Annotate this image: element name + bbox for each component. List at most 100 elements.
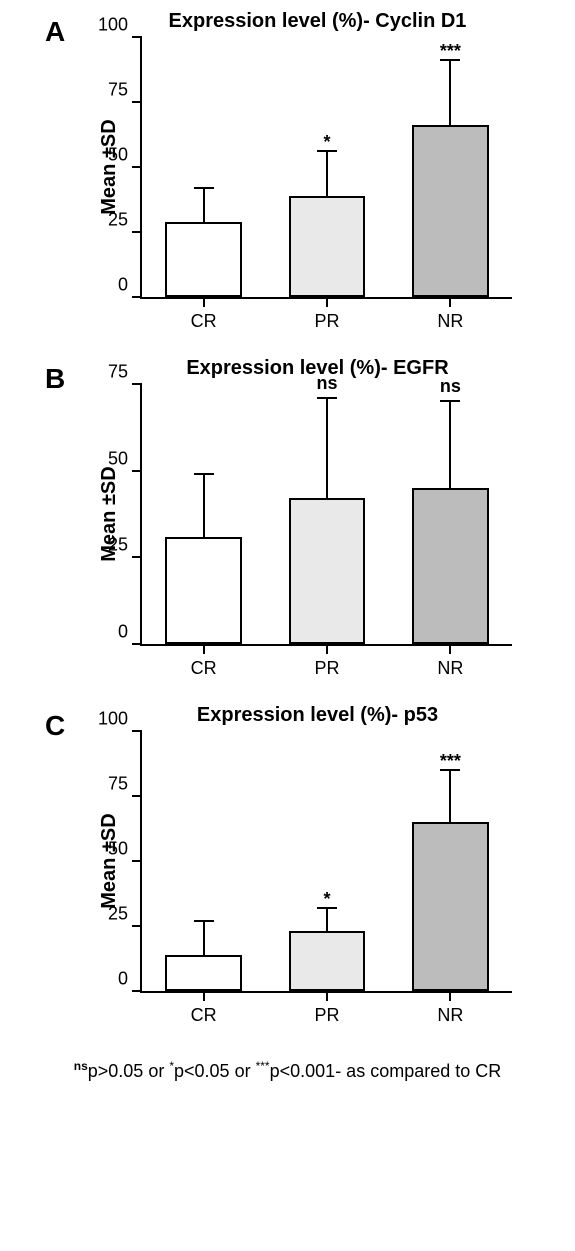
y-tick-label: 100 [98,15,128,36]
y-tick-label: 0 [118,275,128,296]
x-tick [449,644,451,654]
footnote-star3-text: p<0.001 [270,1061,336,1081]
y-tick-label: 25 [108,535,128,556]
x-tick [203,644,205,654]
error-bar [449,401,451,488]
y-axis-label: Mean ±SD [98,119,121,214]
footnote-ns-text: p>0.05 [88,1061,144,1081]
bar-cr [165,537,241,644]
x-tick-label: PR [314,311,339,332]
y-tick [132,166,142,168]
significance-label: * [323,132,330,153]
y-tick-label: 75 [108,774,128,795]
footnote-ns-label: ns [74,1059,88,1073]
y-tick-label: 50 [108,145,128,166]
x-tick-label: CR [191,311,217,332]
chart-area-c: Mean ±SD0255075100CR*PR***NR [140,731,510,993]
significance-label: *** [440,41,461,62]
significance-label: ns [316,373,337,394]
y-tick [132,36,142,38]
error-bar [326,908,328,931]
chart-title-c: Expression level (%)- p53 [60,704,575,727]
plot-b: Mean ±SD0255075CRnsPRnsNR [140,384,512,646]
y-tick-label: 100 [98,709,128,730]
error-bar [203,188,205,222]
x-tick-label: PR [314,658,339,679]
panel-letter-a: A [45,16,65,48]
error-bar [449,770,451,822]
y-tick [132,231,142,233]
panel-letter-c: C [45,710,65,742]
plot-a: Mean ±SD0255075100CR*PR***NR [140,37,512,299]
y-tick [132,860,142,862]
plot-c: Mean ±SD0255075100CR*PR***NR [140,731,512,993]
y-tick [132,925,142,927]
y-tick-label: 75 [108,362,128,383]
error-cap [194,920,214,922]
y-tick [132,556,142,558]
bar-nr [412,822,488,991]
panel-b: B Expression level (%)- EGFR Mean ±SD025… [0,357,575,694]
y-tick-label: 0 [118,622,128,643]
y-tick [132,795,142,797]
panel-a: A Expression level (%)- Cyclin D1 Mean ±… [0,10,575,347]
panel-c: C Expression level (%)- p53 Mean ±SD0255… [0,704,575,1041]
error-bar [326,398,328,499]
y-tick [132,101,142,103]
y-tick-label: 25 [108,904,128,925]
footnote-sep1: or [143,1061,169,1081]
error-bar [326,151,328,195]
footnote: nsp>0.05 or *p<0.05 or ***p<0.001- as co… [0,1051,575,1102]
panel-letter-b: B [45,363,65,395]
x-tick-label: CR [191,658,217,679]
y-tick-label: 25 [108,210,128,231]
error-bar [449,60,451,125]
y-tick-label: 75 [108,80,128,101]
y-tick-label: 50 [108,448,128,469]
x-tick-label: NR [437,658,463,679]
y-tick [132,470,142,472]
error-cap [440,400,460,402]
error-cap [194,473,214,475]
figure: A Expression level (%)- Cyclin D1 Mean ±… [0,0,575,1102]
y-tick [132,296,142,298]
bar-nr [412,125,488,297]
x-tick [326,297,328,307]
bar-pr [289,498,365,644]
chart-title-a: Expression level (%)- Cyclin D1 [60,10,575,33]
x-tick [326,991,328,1001]
y-tick-label: 50 [108,839,128,860]
footnote-star3-label: *** [256,1059,270,1073]
y-tick [132,643,142,645]
x-tick [449,991,451,1001]
x-tick [203,991,205,1001]
footnote-star1-text: p<0.05 [174,1061,230,1081]
chart-area-b: Mean ±SD0255075CRnsPRnsNR [140,384,510,646]
bar-cr [165,955,241,991]
error-bar [203,921,205,955]
bar-pr [289,196,365,297]
bar-nr [412,488,488,644]
x-tick [449,297,451,307]
x-tick-label: NR [437,1005,463,1026]
x-tick [326,644,328,654]
footnote-suffix: - as compared to CR [335,1061,501,1081]
x-tick-label: NR [437,311,463,332]
chart-area-a: Mean ±SD0255075100CR*PR***NR [140,37,510,299]
significance-label: *** [440,751,461,772]
y-tick [132,990,142,992]
significance-label: * [323,889,330,910]
x-tick-label: CR [191,1005,217,1026]
y-tick [132,730,142,732]
x-tick-label: PR [314,1005,339,1026]
error-bar [203,474,205,536]
y-tick-label: 0 [118,969,128,990]
y-axis-label: Mean ±SD [98,813,121,908]
significance-label: ns [440,376,461,397]
bar-cr [165,222,241,297]
x-tick [203,297,205,307]
footnote-sep2: or [230,1061,256,1081]
error-cap [317,397,337,399]
bar-pr [289,931,365,991]
y-tick [132,383,142,385]
